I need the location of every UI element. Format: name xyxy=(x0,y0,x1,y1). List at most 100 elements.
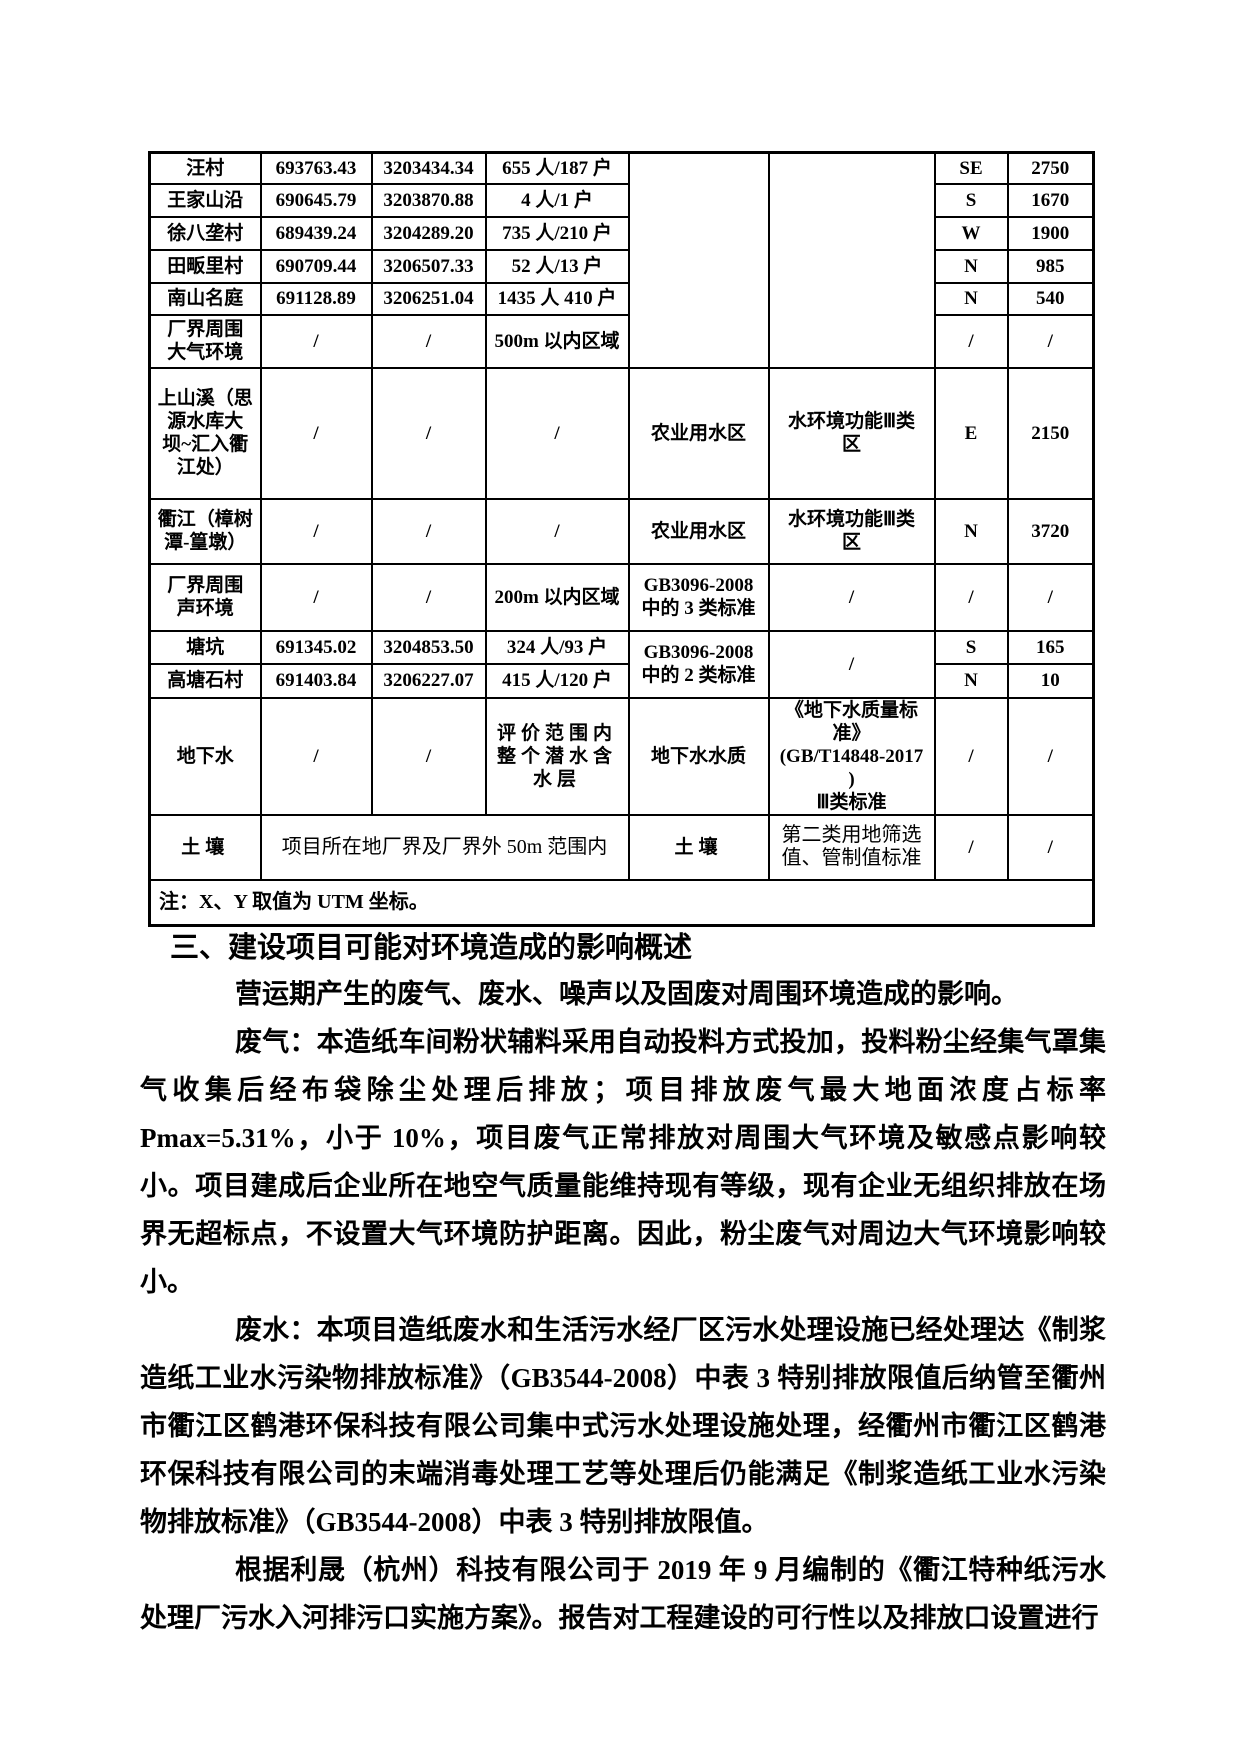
table-cell: 农业用水区 xyxy=(627,366,770,500)
table-cell: 2150 xyxy=(1006,366,1095,500)
table-cell: 2750 xyxy=(1006,151,1095,185)
table-cell: 689439.24 xyxy=(259,215,373,251)
table-cell: 3206251.04 xyxy=(370,281,487,316)
table-cell: 水环境功能Ⅲ类 区 xyxy=(767,497,936,565)
table-cell: 衢江（樟树 潭-篁墩） xyxy=(148,497,262,565)
table-cell: GB3096-2008 中的 3 类标准 xyxy=(627,562,770,632)
table-cell: 1900 xyxy=(1006,215,1095,251)
table-cell: 厂界周围 声环境 xyxy=(148,562,262,632)
table-cell: 691128.89 xyxy=(259,281,373,316)
table-cell: GB3096-2008 中的 2 类标准 xyxy=(627,629,770,699)
paragraph-plan: 根据利晟（杭州）科技有限公司于 2019 年 9 月编制的《衢江特种纸污水处理厂… xyxy=(140,1555,1106,1633)
table-cell: 注：X、Y 取值为 UTM 坐标。 xyxy=(148,878,1095,927)
table-cell: 地下水水质 xyxy=(627,696,770,816)
table-cell: 塘坑 xyxy=(148,629,262,665)
table-cell: 540 xyxy=(1006,281,1095,316)
table-cell: / xyxy=(259,562,373,632)
table-cell: / xyxy=(370,366,487,500)
table-cell: 10 xyxy=(1006,662,1095,699)
table-cell: SE xyxy=(933,151,1009,185)
table-row: 衢江（樟树 潭-篁墩） / / / 农业用水区 水环境功能Ⅲ类 区 N 3720 xyxy=(148,497,1095,565)
table-cell: 3206227.07 xyxy=(370,662,487,699)
table-cell: 上山溪（思 源水库大 坝~汇入衢 江处） xyxy=(148,366,262,500)
table-cell: 厂界周围 大气环境 xyxy=(148,313,262,369)
table-cell: 691345.02 xyxy=(259,629,373,665)
table-row: 土壤 项目所在地厂界及厂界外 50m 范围内 土壤 第二类用地筛选 值、管制值标准 / / xyxy=(148,813,1095,881)
table-cell: N xyxy=(933,662,1009,699)
section-heading: 三、建设项目可能对环境造成的影响概述 xyxy=(170,932,693,964)
table-cell: N xyxy=(933,248,1009,284)
table-cell: / xyxy=(259,696,373,816)
table-cell: / xyxy=(767,562,936,632)
table-cell: 693763.43 xyxy=(259,151,373,185)
table-cell: W xyxy=(933,215,1009,251)
table-cell xyxy=(767,151,936,369)
table-cell: 165 xyxy=(1006,629,1095,665)
table-cell: 3203870.88 xyxy=(370,182,487,218)
paragraph-waste-gas: 废气：本造纸车间粉状辅料采用自动投料方式投加，投料粉尘经集气罩集气收集后经布袋除… xyxy=(140,1027,1106,1297)
table-cell: 地下水 xyxy=(148,696,262,816)
table-cell: E xyxy=(933,366,1009,500)
table-row: 注：X、Y 取值为 UTM 坐标。 xyxy=(148,878,1095,927)
table-cell: 52 人/13 户 xyxy=(484,248,630,284)
table-row: 高塘石村 691403.84 3206227.07 415 人/120 户 N 10 xyxy=(148,662,1095,699)
table-cell: S xyxy=(933,182,1009,218)
table-cell: / xyxy=(484,366,630,500)
table-cell: 3204289.20 xyxy=(370,215,487,251)
table-cell xyxy=(627,151,770,369)
table-cell: 690709.44 xyxy=(259,248,373,284)
table-row: 徐八垄村 689439.24 3204289.20 735 人/210 户 W 1900 xyxy=(148,215,1095,251)
table-cell: N xyxy=(933,497,1009,565)
table-cell: / xyxy=(259,366,373,500)
table-cell: 徐八垄村 xyxy=(148,215,262,251)
table-row: 上山溪（思 源水库大 坝~汇入衢 江处） / / / 农业用水区 水环境功能Ⅲ类 区 E 21… xyxy=(148,366,1095,500)
table-cell: 田畈里村 xyxy=(148,248,262,284)
table-cell: 655 人/187 户 xyxy=(484,151,630,185)
table-cell: 415 人/120 户 xyxy=(484,662,630,699)
table-cell: N xyxy=(933,281,1009,316)
table-cell: 690645.79 xyxy=(259,182,373,218)
table-cell: 土壤 xyxy=(148,813,262,881)
table-cell: / xyxy=(1006,813,1095,881)
table-cell: 4 人/1 户 xyxy=(484,182,630,218)
table-cell: / xyxy=(1006,313,1095,369)
table-cell: / xyxy=(767,629,936,699)
table-row: 汪村 693763.43 3203434.34 655 人/187 户 SE 2750 xyxy=(148,151,1095,369)
paragraph-intro: 营运期产生的废气、废水、噪声以及固废对周围环境造成的影响。 xyxy=(235,979,1018,1009)
section-3: 三、建设项目可能对环境造成的影响概述 营运期产生的废气、废水、噪声以及固废对周围… xyxy=(140,926,1106,1642)
table-cell: 评价范围内 整个潜水含 水层 xyxy=(484,696,630,816)
table-row: 厂界周围 声环境 //200m 以内区域 GB3096-2008 中的 3 类标准 /… xyxy=(148,562,1095,632)
table-row: 南山名庭 691128.89 3206251.04 1435 人 410 户 N 540 xyxy=(148,281,1095,316)
table-cell: / xyxy=(1006,562,1095,632)
table-cell: 第二类用地筛选 值、管制值标准 xyxy=(767,813,936,881)
table-cell: / xyxy=(484,497,630,565)
table-cell: / xyxy=(370,562,487,632)
table-cell: 1435 人 410 户 xyxy=(484,281,630,316)
table-cell: 《地下水质量标 准》 (GB/T14848-2017 ) Ⅲ类标准 xyxy=(767,696,936,816)
table-cell: / xyxy=(933,813,1009,881)
table-cell: / xyxy=(259,313,373,369)
table-cell: / xyxy=(933,313,1009,369)
table-cell: / xyxy=(370,696,487,816)
table-cell: 691403.84 xyxy=(259,662,373,699)
table-cell: / xyxy=(259,497,373,565)
table-cell: 项目所在地厂界及厂界外 50m 范围内 xyxy=(259,813,630,881)
table-cell: 水环境功能Ⅲ类 区 xyxy=(767,366,936,500)
table-cell: 3720 xyxy=(1006,497,1095,565)
table-cell: / xyxy=(1006,696,1095,816)
table-row: 厂界周围 大气环境 //500m 以内区域 / / xyxy=(148,313,1095,369)
table-cell: / xyxy=(933,562,1009,632)
table-cell: / xyxy=(933,696,1009,816)
table-row: 田畈里村 690709.44 3206507.33 52 人/13 户 N 985 xyxy=(148,248,1095,284)
table-cell: 农业用水区 xyxy=(627,497,770,565)
paragraph-waste-water: 废水：本项目造纸废水和生活污水经厂区污水处理设施已经处理达《制浆造纸工业水污染物… xyxy=(140,1315,1106,1537)
table-cell: 土壤 xyxy=(627,813,770,881)
table-row: 地下水 / / 评价范围内 整个潜水含 水层 地下水水质 《地下水质量标 准》 (GB/T… xyxy=(148,696,1095,816)
table-cell: / xyxy=(370,313,487,369)
table-cell: 500m 以内区域 xyxy=(484,313,630,369)
table-cell: 南山名庭 xyxy=(148,281,262,316)
table-cell: 735 人/210 户 xyxy=(484,215,630,251)
sensitive-targets-table: 汪村 693763.43 3203434.34 655 人/187 户 SE 2750 王家… xyxy=(148,151,1095,927)
table-cell: / xyxy=(370,497,487,565)
